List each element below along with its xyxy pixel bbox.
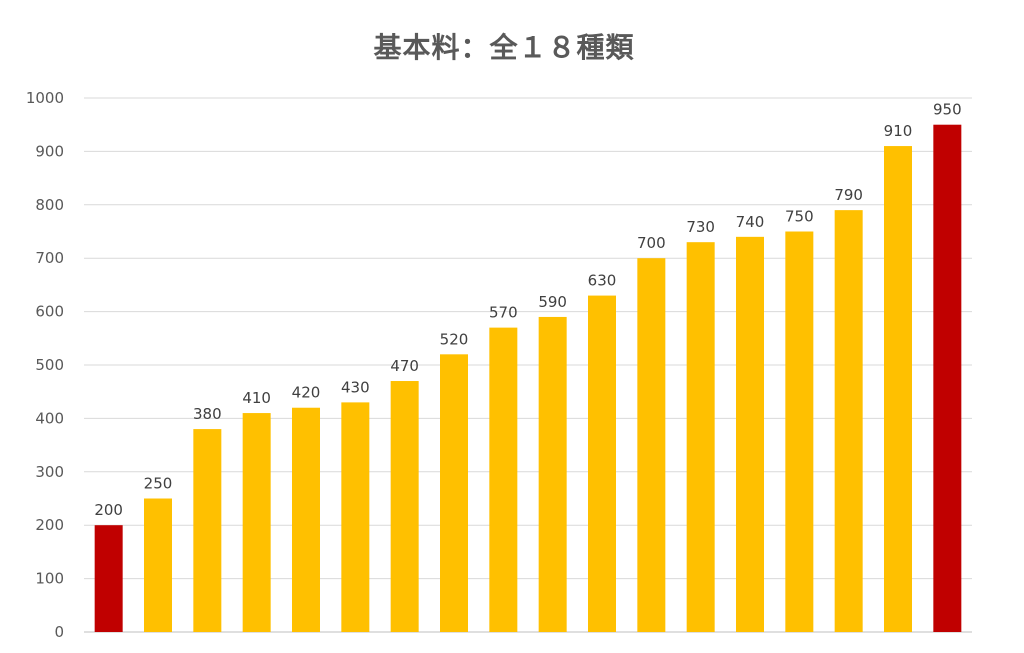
bar — [785, 231, 814, 632]
y-tick-label: 500 — [35, 356, 64, 374]
bar — [144, 498, 172, 632]
bar — [538, 316, 567, 632]
data-label: 570 — [489, 304, 518, 322]
gridlines — [84, 97, 972, 633]
data-labels: 200 250 380 410 420 430 470 520 570 590 630 700 730 7… — [94, 101, 961, 520]
data-label: 420 — [292, 384, 321, 402]
y-tick-label: 200 — [35, 516, 64, 534]
data-label: 700 — [637, 234, 666, 252]
bar — [884, 146, 912, 632]
bar — [390, 381, 419, 632]
y-tick-label: 0 — [54, 623, 64, 641]
y-tick-label: 700 — [35, 249, 64, 267]
data-label: 630 — [588, 272, 617, 290]
y-tick-label: 900 — [35, 142, 64, 160]
data-label: 740 — [736, 213, 765, 231]
bars — [94, 124, 962, 632]
data-label: 250 — [144, 475, 173, 493]
bar — [341, 402, 370, 632]
bar — [686, 242, 715, 632]
data-label: 200 — [94, 501, 123, 519]
y-tick-label: 100 — [35, 570, 64, 588]
bar — [834, 210, 863, 632]
y-axis-ticks: 0 100 200 300 400 500 600 700 800 900 1000 — [26, 89, 64, 641]
data-label: 730 — [686, 218, 715, 236]
bar — [933, 124, 962, 632]
data-label: 520 — [440, 330, 469, 348]
y-tick-label: 400 — [35, 409, 64, 427]
bar — [588, 295, 616, 632]
bar — [242, 413, 271, 632]
y-tick-label: 800 — [35, 196, 64, 214]
y-tick-label: 300 — [35, 463, 64, 481]
data-label: 910 — [884, 122, 913, 140]
data-label: 750 — [785, 208, 814, 226]
bar — [489, 327, 518, 632]
chart-title: 基本料：全１８種類 — [373, 31, 635, 64]
y-tick-label: 1000 — [26, 89, 64, 107]
data-label: 410 — [242, 389, 271, 407]
data-label: 380 — [193, 405, 222, 423]
bar — [637, 258, 666, 632]
data-label: 950 — [933, 101, 962, 119]
data-label: 590 — [538, 293, 567, 311]
bar — [94, 525, 123, 632]
data-label: 430 — [341, 378, 370, 396]
bar — [193, 429, 222, 632]
data-label: 790 — [834, 186, 863, 204]
bar — [440, 354, 468, 632]
bar — [292, 407, 320, 632]
data-label: 470 — [390, 357, 419, 375]
y-tick-label: 600 — [35, 303, 64, 321]
bar — [736, 236, 764, 632]
